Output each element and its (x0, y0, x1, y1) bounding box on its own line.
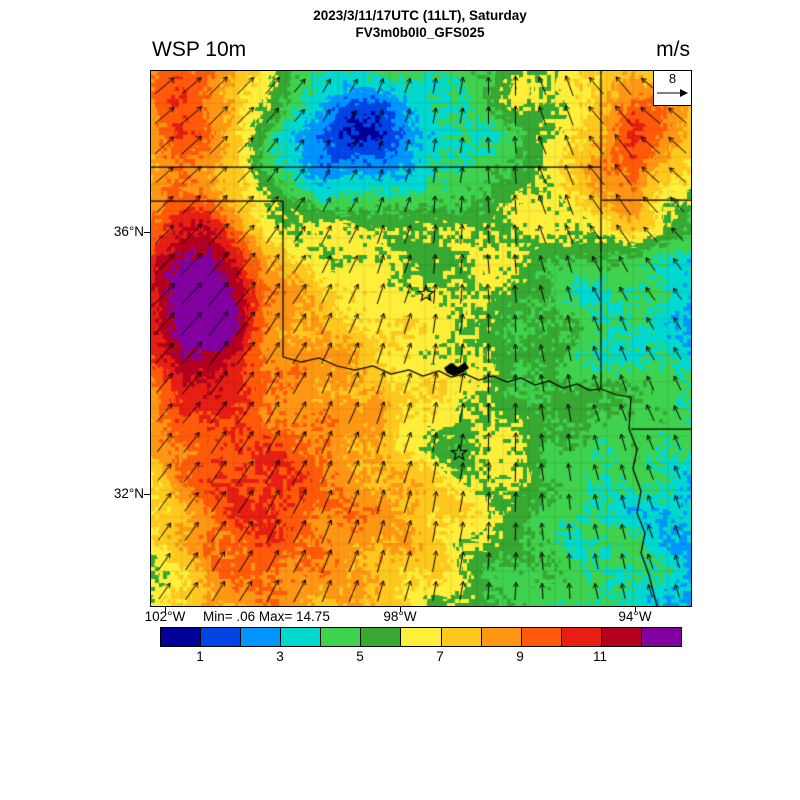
colorbar-tick-value: 5 (356, 649, 364, 664)
reference-vector-value: 8 (668, 71, 677, 86)
y-axis-tick-label: 32°N (113, 486, 144, 501)
colorbar-segment (601, 628, 642, 646)
reference-vector-box: 8 (653, 71, 691, 106)
colorbar-segment (321, 628, 362, 646)
y-axis-tickmark (144, 232, 150, 233)
colorbar-segment (401, 628, 442, 646)
reference-arrow-icon (657, 89, 688, 97)
model-title: FV3m0b0I0_GFS025 (355, 25, 485, 40)
colorbar-segment (641, 628, 682, 646)
wind-speed-map-canvas (151, 71, 691, 606)
colorbar-segment (561, 628, 602, 646)
colorbar-tick-value: 1 (196, 649, 204, 664)
x-axis-tick-label: 94°W (618, 609, 652, 624)
y-axis-tick-label: 36°N (113, 224, 144, 239)
units-label: m/s (656, 38, 690, 61)
y-axis-tickmark (144, 494, 150, 495)
colorbar-segment (521, 628, 562, 646)
colorbar (160, 627, 682, 647)
valid-time-title: 2023/3/11/17UTC (11LT), Saturday (313, 8, 527, 23)
variable-title: WSP 10m (152, 38, 247, 61)
colorbar-segment (361, 628, 402, 646)
colorbar-segment (281, 628, 322, 646)
map-plot-area: 8 (150, 70, 692, 607)
colorbar-tick-value: 11 (592, 649, 607, 664)
x-axis-tickmark (635, 606, 636, 612)
x-axis-tick-label: 102°W (144, 609, 186, 624)
colorbar-segment (201, 628, 242, 646)
colorbar-segment (241, 628, 282, 646)
x-axis-tickmark (165, 606, 166, 612)
colorbar-tick-value: 7 (436, 649, 444, 664)
colorbar-segment (481, 628, 522, 646)
colorbar-tick-value: 9 (516, 649, 524, 664)
colorbar-segment (161, 628, 202, 646)
x-axis-tick-label: 98°W (383, 609, 417, 624)
x-axis-tickmark (400, 606, 401, 612)
colorbar-tick-value: 3 (276, 649, 284, 664)
min-max-stats: Min= .06 Max= 14.75 (203, 609, 330, 624)
colorbar-segment (441, 628, 482, 646)
